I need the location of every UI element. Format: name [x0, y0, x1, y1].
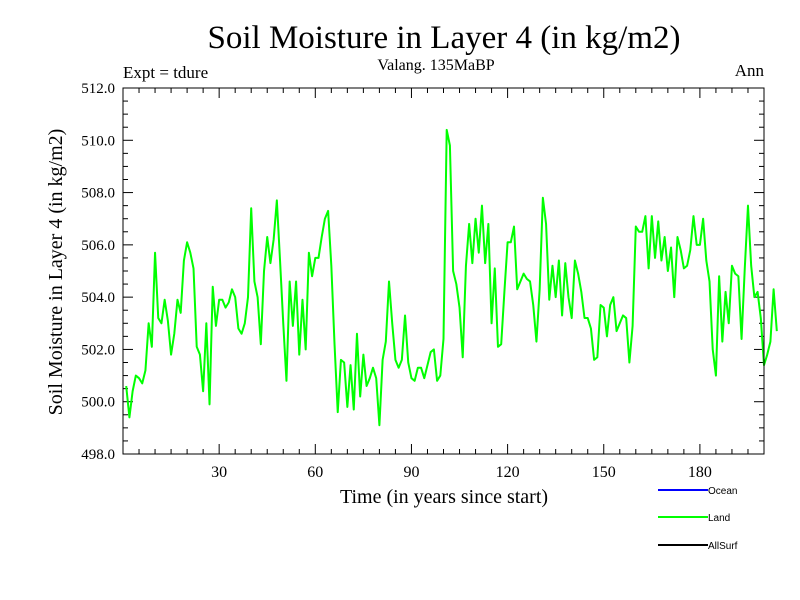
y-tick-label: 504.0: [81, 290, 115, 306]
x-tick-label: 150: [592, 464, 616, 481]
x-axis-label: Time (in years since start): [340, 486, 548, 508]
x-tick-label: 60: [307, 464, 323, 481]
x-tick-label: 120: [496, 464, 520, 481]
y-tick-label: 498.0: [81, 447, 115, 463]
legend: Ocean Land AllSurf: [658, 486, 738, 552]
legend-land-label: Land: [708, 513, 730, 524]
experiment-label: Expt = tdure: [123, 63, 208, 82]
chart-subtitle: Valang. 135MaBP: [377, 57, 494, 74]
plot-frame: [122, 87, 765, 455]
period-label: Ann: [735, 61, 765, 80]
legend-allsurf-label: AllSurf: [708, 541, 738, 552]
y-tick-label: 506.0: [81, 238, 115, 254]
y-tick-label: 500.0: [81, 395, 115, 411]
y-tick-label: 502.0: [81, 342, 115, 358]
x-tick-label: 90: [403, 464, 419, 481]
y-tick-label: 508.0: [81, 186, 115, 202]
chart-title: Soil Moisture in Layer 4 (in kg/m2): [208, 20, 681, 56]
x-tick-label: 180: [688, 464, 712, 481]
series-line-land: [125, 128, 778, 427]
y-axis-label: Soil Moisture in Layer 4 (in kg/m2): [45, 129, 67, 416]
legend-ocean-label: Ocean: [708, 486, 737, 497]
y-tick-label: 512.0: [81, 81, 115, 97]
x-tick-label: 30: [211, 464, 227, 481]
y-tick-label: 510.0: [81, 133, 115, 149]
